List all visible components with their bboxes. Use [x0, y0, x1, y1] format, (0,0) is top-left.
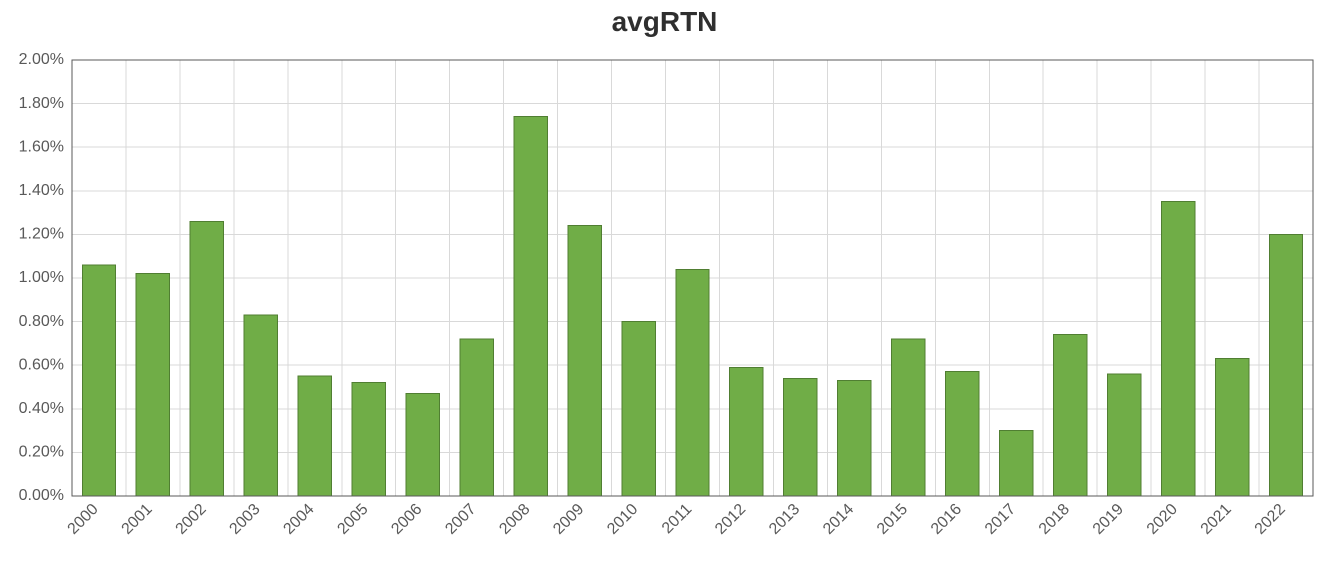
- x-tick-label: 2009: [550, 501, 587, 538]
- x-tick-label: 2020: [1144, 501, 1181, 538]
- x-tick-label: 2001: [119, 501, 156, 538]
- y-tick-label: 1.80%: [19, 95, 64, 112]
- bar: [1215, 359, 1248, 496]
- bar: [1161, 202, 1194, 496]
- y-tick-label: 1.60%: [19, 138, 64, 155]
- bar: [676, 269, 709, 496]
- x-tick-label: 2011: [659, 501, 695, 537]
- x-tick-label: 2019: [1090, 501, 1127, 538]
- bar: [838, 380, 871, 496]
- bar: [1107, 374, 1140, 496]
- y-tick-label: 0.00%: [19, 487, 64, 504]
- x-tick-label: 2008: [496, 501, 533, 538]
- x-tick-label: 2013: [766, 501, 803, 538]
- y-tick-label: 1.40%: [19, 182, 64, 199]
- chart-plot: 0.00% 0.20% 0.40% 0.60% 0.80% 1.00% 1.20% 1.40%…: [0, 0, 1329, 576]
- x-tick-label: 2000: [65, 501, 102, 538]
- x-tick-label: 2005: [334, 501, 371, 538]
- bar: [622, 322, 655, 496]
- y-tick-label: 0.60%: [19, 356, 64, 373]
- x-tick-label: 2003: [226, 501, 263, 538]
- x-tick-label: 2002: [173, 501, 210, 538]
- bar: [568, 226, 601, 496]
- bar: [460, 339, 493, 496]
- bar: [946, 372, 979, 496]
- y-tick-label: 0.20%: [19, 444, 64, 461]
- x-tick-label: 2010: [604, 501, 641, 538]
- y-tick-label: 2.00%: [19, 51, 64, 68]
- x-tick-label: 2007: [442, 501, 479, 538]
- bar: [1000, 431, 1033, 496]
- bar: [352, 383, 385, 496]
- y-tick-label: 1.20%: [19, 226, 64, 243]
- bar: [190, 221, 223, 496]
- bar: [244, 315, 277, 496]
- y-tick-label: 0.40%: [19, 400, 64, 417]
- chart-container: avgRTN 0.00%0.20%0.40%0.60%0.80%1.00%1.2…: [0, 0, 1329, 576]
- bar: [892, 339, 925, 496]
- x-tick-label: 2016: [928, 501, 965, 538]
- y-tick-label: 1.00%: [19, 269, 64, 286]
- bar: [136, 274, 169, 496]
- bar: [730, 367, 763, 496]
- x-tick-label: 2022: [1252, 501, 1289, 538]
- x-tick-label: 2018: [1036, 501, 1073, 538]
- x-tick-label: 2004: [280, 501, 317, 538]
- x-tick-label: 2012: [712, 501, 749, 538]
- x-tick-label: 2015: [874, 501, 911, 538]
- bar: [82, 265, 115, 496]
- bar: [514, 117, 547, 496]
- bar: [298, 376, 331, 496]
- y-tick-label: 0.80%: [19, 313, 64, 330]
- bar: [1053, 335, 1086, 496]
- x-tick-label: 2017: [982, 501, 1019, 538]
- x-tick-label: 2014: [820, 501, 857, 538]
- x-tick-label: 2006: [388, 501, 425, 538]
- bar: [406, 394, 439, 496]
- bar: [1269, 234, 1302, 496]
- bar: [784, 378, 817, 496]
- x-tick-label: 2021: [1198, 501, 1235, 538]
